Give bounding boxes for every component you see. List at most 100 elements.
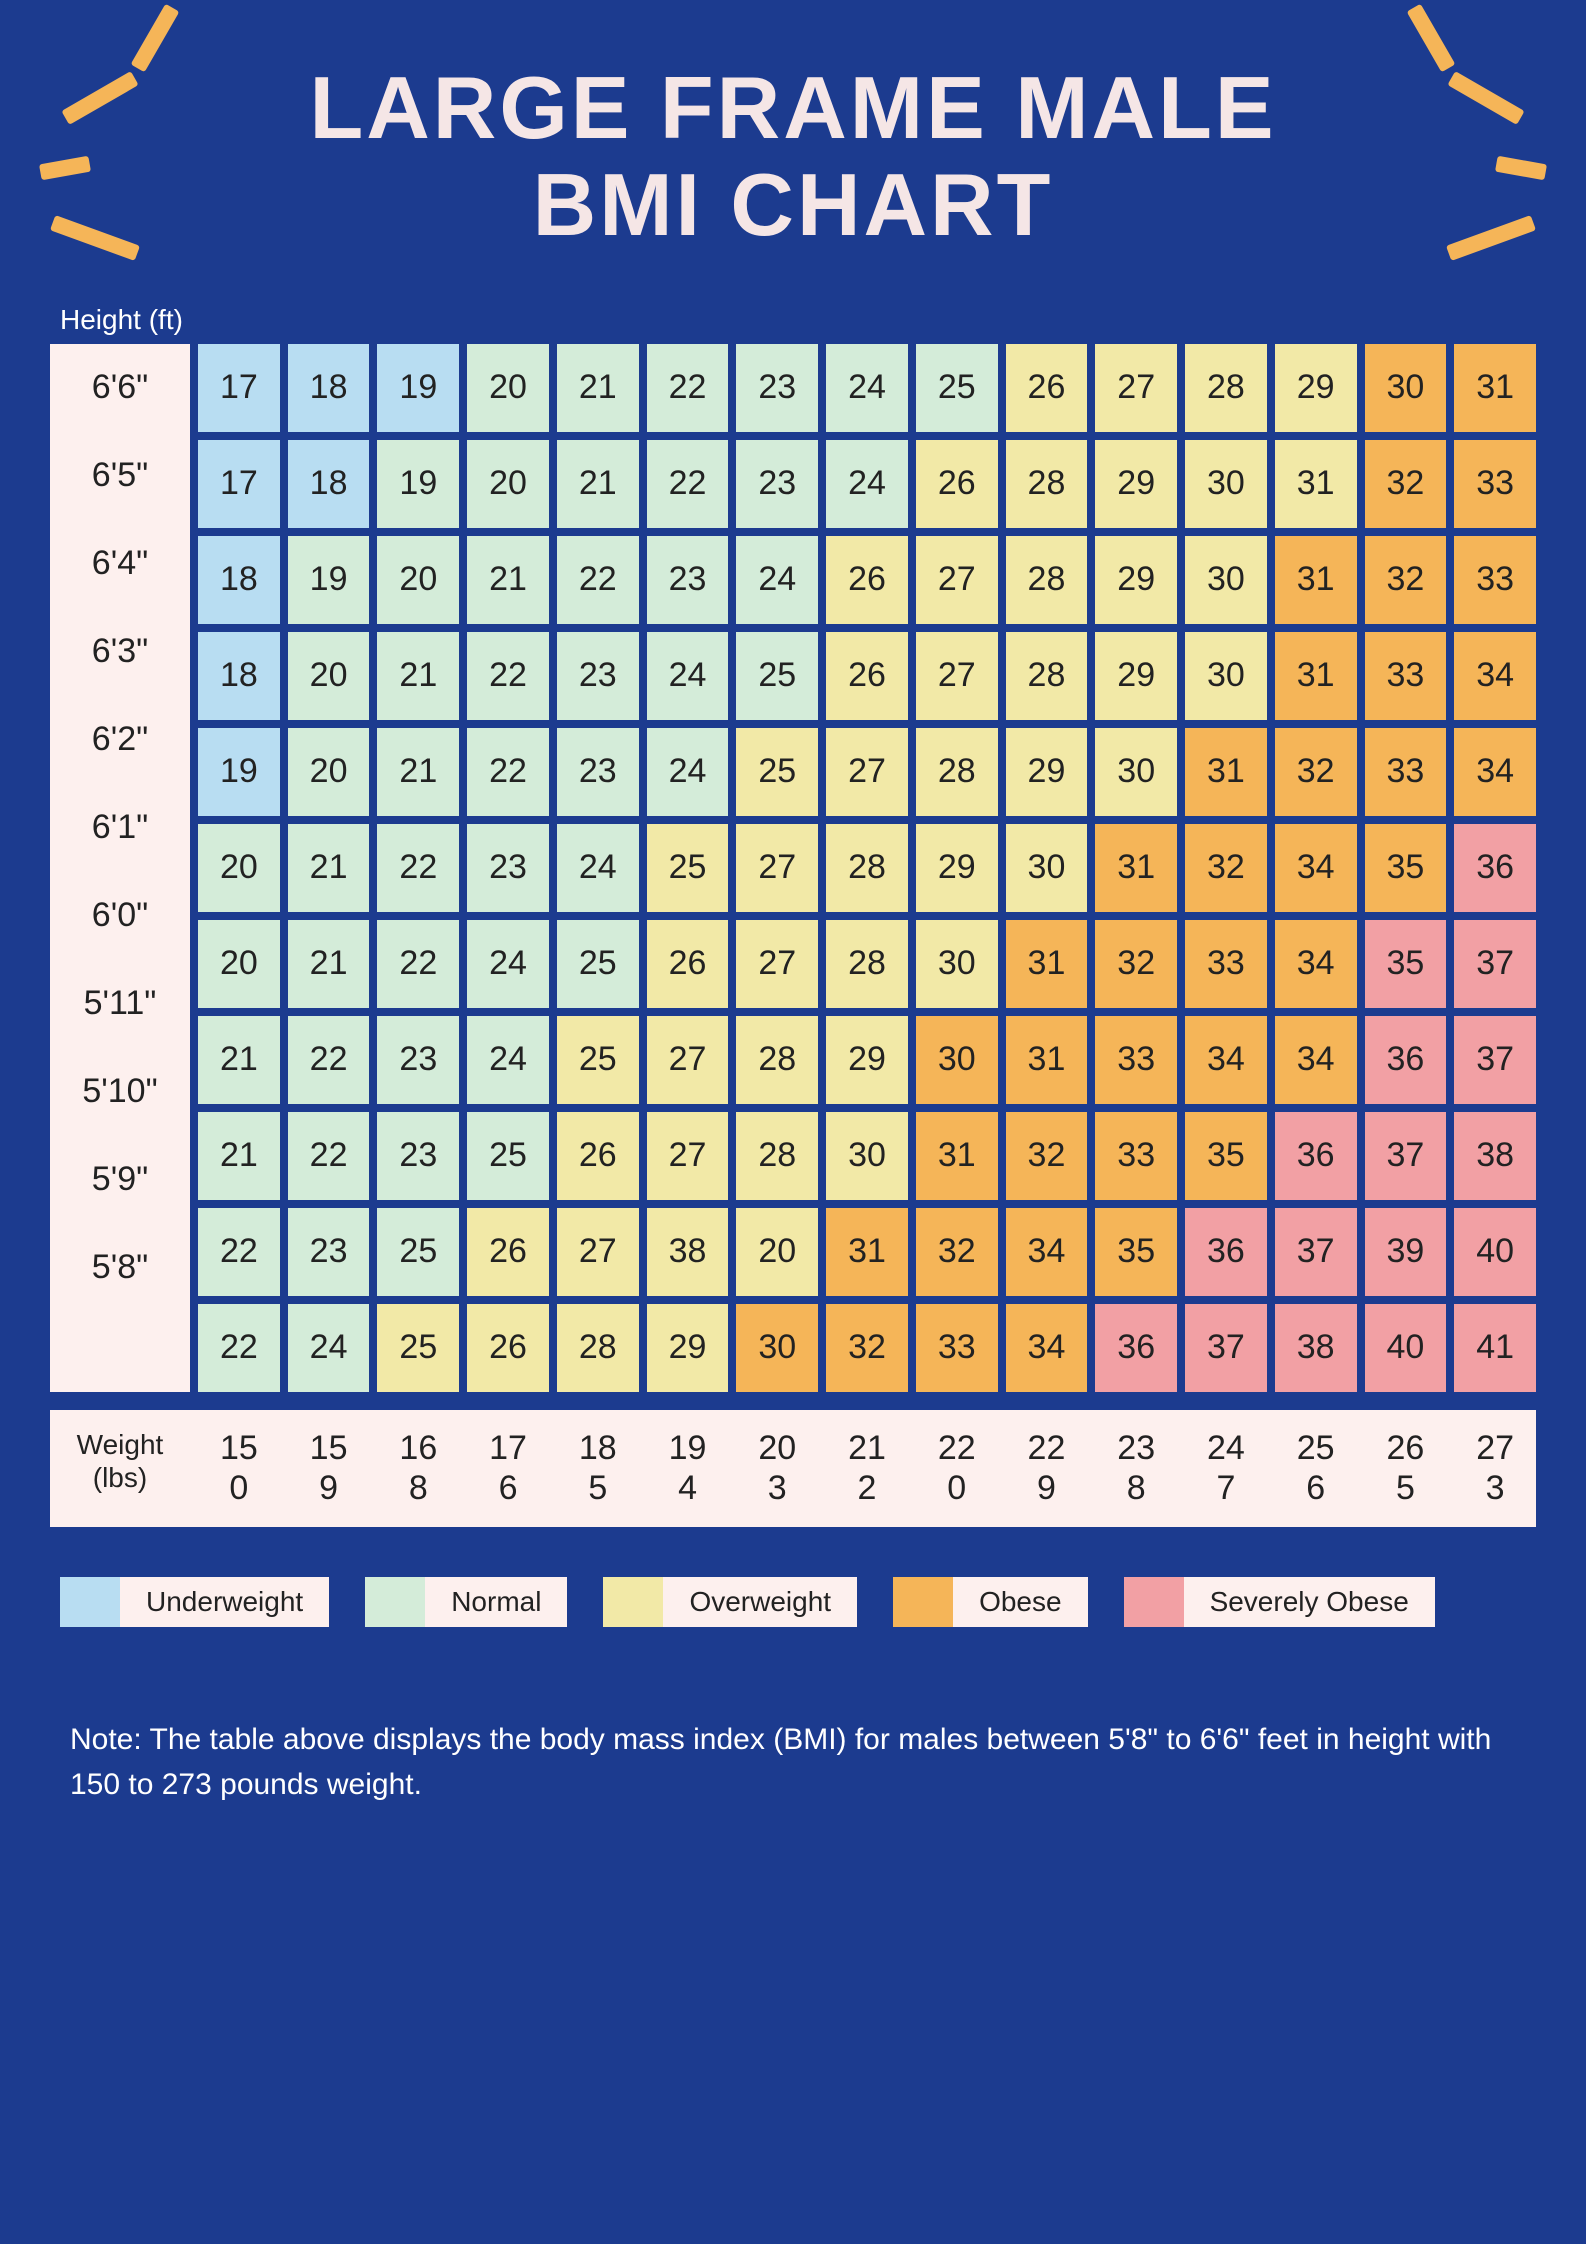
bmi-cell: 37: [1454, 920, 1536, 1008]
bmi-cell: 27: [557, 1208, 639, 1296]
bmi-cell: 28: [1006, 536, 1088, 624]
bmi-cell: 25: [916, 344, 998, 432]
bmi-cell: 18: [198, 536, 280, 624]
legend-label: Obese: [953, 1577, 1088, 1627]
bmi-cell: 27: [647, 1016, 729, 1104]
bmi-cell: 26: [916, 440, 998, 528]
bmi-cell: 17: [198, 344, 280, 432]
weight-value: 256: [1275, 1428, 1357, 1510]
bmi-cell: 25: [557, 1016, 639, 1104]
height-label: 5'9": [50, 1136, 190, 1224]
bmi-cell: 28: [736, 1112, 818, 1200]
bmi-cell: 23: [557, 728, 639, 816]
bmi-cell: 23: [557, 632, 639, 720]
bmi-cell: 34: [1006, 1208, 1088, 1296]
bmi-cell: 30: [826, 1112, 908, 1200]
legend-item: Overweight: [603, 1577, 857, 1627]
bmi-cell: 20: [377, 536, 459, 624]
weight-value: 273: [1454, 1428, 1536, 1510]
bmi-cell: 28: [557, 1304, 639, 1392]
bmi-cell: 21: [377, 728, 459, 816]
bmi-cell: 27: [1095, 344, 1177, 432]
bmi-cell: 27: [647, 1112, 729, 1200]
bmi-cell: 23: [467, 824, 549, 912]
decoration-burst-right: [1366, 20, 1546, 200]
legend-label: Overweight: [663, 1577, 857, 1627]
bmi-cell: 19: [288, 536, 370, 624]
bmi-cell: 31: [916, 1112, 998, 1200]
bmi-cell: 24: [736, 536, 818, 624]
bmi-cell: 40: [1365, 1304, 1447, 1392]
bmi-cell: 22: [288, 1112, 370, 1200]
height-label: 6'4": [50, 520, 190, 608]
bmi-cell: 30: [1185, 632, 1267, 720]
bmi-cell: 24: [467, 920, 549, 1008]
bmi-cell: 38: [647, 1208, 729, 1296]
bmi-cell: 22: [467, 632, 549, 720]
bmi-cell: 32: [1365, 440, 1447, 528]
legend-item: Normal: [365, 1577, 567, 1627]
bmi-cell: 22: [557, 536, 639, 624]
bmi-cell: 23: [288, 1208, 370, 1296]
bmi-cell: 35: [1365, 824, 1447, 912]
bmi-cell: 31: [1006, 920, 1088, 1008]
bmi-cell: 36: [1275, 1112, 1357, 1200]
bmi-cell: 26: [1006, 344, 1088, 432]
bmi-cell: 34: [1454, 728, 1536, 816]
bmi-cell: 24: [557, 824, 639, 912]
bmi-cell: 23: [736, 440, 818, 528]
chart-title: LARGE FRAME MALE BMI CHART: [50, 60, 1536, 254]
legend-swatch: [893, 1577, 953, 1627]
chart-header: LARGE FRAME MALE BMI CHART: [50, 60, 1536, 254]
bmi-cell: 21: [467, 536, 549, 624]
height-label: 6'1": [50, 784, 190, 872]
legend-swatch: [365, 1577, 425, 1627]
bmi-cell: 27: [916, 632, 998, 720]
bmi-cell: 26: [826, 536, 908, 624]
bmi-cell: 33: [1185, 920, 1267, 1008]
bmi-cell: 30: [1095, 728, 1177, 816]
weight-value: 265: [1365, 1428, 1447, 1510]
chart-note: Note: The table above displays the body …: [50, 1717, 1536, 1807]
bmi-cell: 31: [1185, 728, 1267, 816]
bmi-cell: 35: [1185, 1112, 1267, 1200]
bmi-cell: 31: [1006, 1016, 1088, 1104]
bmi-cell: 35: [1365, 920, 1447, 1008]
weight-value: 229: [1006, 1428, 1088, 1510]
bmi-cell: 30: [736, 1304, 818, 1392]
bmi-cell: 28: [826, 824, 908, 912]
bmi-cell: 35: [1095, 1208, 1177, 1296]
bmi-cell: 21: [557, 440, 639, 528]
bmi-cell: 22: [647, 344, 729, 432]
bmi-cell: 34: [1006, 1304, 1088, 1392]
bmi-cell: 23: [736, 344, 818, 432]
height-label: 5'10": [50, 1048, 190, 1136]
bmi-cell: 33: [916, 1304, 998, 1392]
bmi-cell: 22: [377, 920, 459, 1008]
weight-value: 194: [647, 1428, 729, 1510]
bmi-cell: 30: [916, 920, 998, 1008]
bmi-cell: 36: [1095, 1304, 1177, 1392]
bmi-cell: 33: [1095, 1112, 1177, 1200]
bmi-cell: 30: [1185, 440, 1267, 528]
bmi-cell: 30: [916, 1016, 998, 1104]
bmi-cell: 28: [736, 1016, 818, 1104]
weight-value: 247: [1185, 1428, 1267, 1510]
bmi-cell: 32: [1006, 1112, 1088, 1200]
bmi-cell: 21: [377, 632, 459, 720]
bmi-cell: 40: [1454, 1208, 1536, 1296]
weight-value: 159: [288, 1428, 370, 1510]
bmi-cell: 36: [1454, 824, 1536, 912]
bmi-cell: 32: [916, 1208, 998, 1296]
bmi-cell: 34: [1275, 1016, 1357, 1104]
bmi-cell: 29: [1006, 728, 1088, 816]
bmi-cell: 33: [1454, 440, 1536, 528]
bmi-cell: 33: [1365, 632, 1447, 720]
bmi-cell: 24: [647, 728, 729, 816]
bmi-cell: 32: [1095, 920, 1177, 1008]
legend-label: Underweight: [120, 1577, 329, 1627]
legend-swatch: [60, 1577, 120, 1627]
bmi-cell: 26: [647, 920, 729, 1008]
bmi-cell: 25: [467, 1112, 549, 1200]
bmi-cell: 28: [1006, 440, 1088, 528]
